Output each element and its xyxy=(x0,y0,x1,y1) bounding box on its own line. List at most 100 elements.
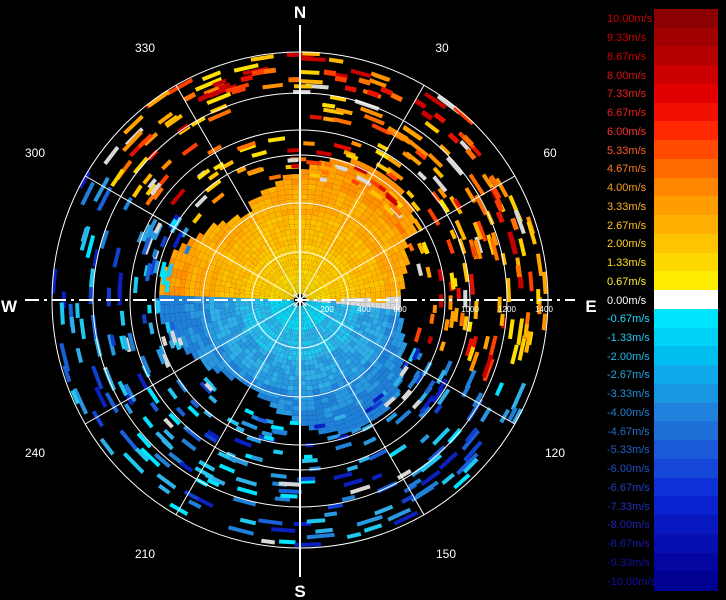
velocity-cell xyxy=(179,304,185,313)
velocity-cell xyxy=(346,464,359,472)
velocity-cell xyxy=(254,195,264,204)
velocity-cell xyxy=(353,175,364,185)
velocity-cell xyxy=(467,346,476,362)
velocity-cell xyxy=(180,320,188,330)
velocity-cell xyxy=(310,283,315,289)
legend-swatch xyxy=(654,65,718,85)
velocity-cell xyxy=(452,197,463,210)
velocity-cell xyxy=(305,219,312,225)
bearing-label: 210 xyxy=(135,547,155,561)
velocity-cell xyxy=(276,340,282,347)
velocity-cell xyxy=(325,324,331,330)
velocity-cell xyxy=(311,214,318,221)
velocity-cell xyxy=(341,494,356,502)
legend-label: -9.33m/s xyxy=(607,556,650,569)
velocity-cell xyxy=(175,378,188,393)
velocity-cell xyxy=(260,287,266,292)
velocity-cell xyxy=(305,269,309,276)
velocity-cell xyxy=(351,277,359,283)
velocity-cell xyxy=(303,315,306,321)
velocity-cell xyxy=(209,284,216,292)
velocity-cell xyxy=(355,361,364,370)
velocity-cell xyxy=(294,320,298,326)
velocity-cell xyxy=(360,293,366,298)
velocity-cell xyxy=(261,311,267,316)
velocity-cell xyxy=(123,114,144,135)
velocity-cell xyxy=(189,334,198,344)
velocity-cell xyxy=(267,313,274,318)
velocity-cell xyxy=(345,248,353,256)
velocity-cell xyxy=(308,359,314,366)
velocity-cell xyxy=(326,264,332,271)
velocity-cell xyxy=(314,403,324,410)
velocity-cell xyxy=(220,240,229,250)
velocity-cell xyxy=(287,255,292,261)
velocity-cell xyxy=(542,271,548,294)
velocity-cell xyxy=(257,216,266,225)
velocity-cell xyxy=(333,284,339,289)
velocity-cell xyxy=(226,218,236,228)
velocity-cell xyxy=(287,265,292,271)
velocity-cell xyxy=(289,287,294,292)
velocity-cell xyxy=(203,376,214,389)
velocity-cell xyxy=(279,301,285,304)
velocity-cell xyxy=(300,360,305,366)
velocity-cell xyxy=(307,288,312,293)
velocity-cell xyxy=(290,329,294,336)
velocity-cell xyxy=(338,256,346,263)
velocity-cell xyxy=(127,332,136,352)
velocity-cell xyxy=(148,322,155,335)
velocity-cell xyxy=(376,142,389,152)
velocity-cell xyxy=(280,389,288,396)
velocity-cell xyxy=(314,305,320,310)
velocity-cell xyxy=(356,238,364,246)
velocity-cell xyxy=(254,337,262,344)
bearing-label: 120 xyxy=(545,446,565,460)
velocity-cell xyxy=(271,360,278,367)
velocity-cell xyxy=(288,219,295,225)
velocity-cell xyxy=(158,345,166,355)
velocity-cell xyxy=(140,355,152,375)
velocity-cell xyxy=(139,447,161,468)
azimuth-spoke xyxy=(84,302,296,425)
velocity-cell xyxy=(291,314,295,320)
velocity-cell xyxy=(263,269,270,275)
velocity-cell xyxy=(349,184,360,194)
velocity-cell xyxy=(275,290,281,294)
velocity-cell xyxy=(270,217,278,224)
velocity-cell xyxy=(289,308,294,313)
velocity-cell xyxy=(384,394,395,405)
velocity-cell xyxy=(294,284,297,290)
velocity-cell xyxy=(290,234,296,240)
velocity-cell xyxy=(240,343,248,351)
velocity-cell xyxy=(251,69,265,77)
velocity-cell xyxy=(285,266,290,272)
velocity-cell xyxy=(314,190,324,197)
velocity-cell xyxy=(387,344,396,353)
velocity-cell xyxy=(335,346,343,354)
velocity-cell xyxy=(247,337,255,345)
legend-label: -6.67m/s xyxy=(607,481,650,494)
velocity-cell xyxy=(257,253,265,260)
velocity-cell xyxy=(302,289,306,295)
velocity-cell xyxy=(295,310,298,316)
velocity-cell xyxy=(273,320,279,326)
velocity-cell xyxy=(197,92,210,103)
velocity-cell xyxy=(174,286,180,296)
velocity-cell xyxy=(273,327,279,334)
velocity-cell xyxy=(211,320,219,329)
velocity-cell xyxy=(302,458,318,464)
velocity-cell xyxy=(311,353,317,360)
velocity-cell xyxy=(419,434,430,444)
velocity-cell xyxy=(274,322,281,328)
velocity-cell xyxy=(275,316,281,321)
velocity-cell xyxy=(205,179,222,193)
velocity-cell xyxy=(276,377,284,385)
velocity-cell xyxy=(243,237,252,246)
velocity-cell xyxy=(151,248,159,258)
velocity-cell xyxy=(364,282,370,289)
velocity-cell xyxy=(304,285,308,291)
velocity-cell xyxy=(281,280,287,285)
velocity-cell xyxy=(276,190,286,197)
south-label: S xyxy=(294,582,305,600)
